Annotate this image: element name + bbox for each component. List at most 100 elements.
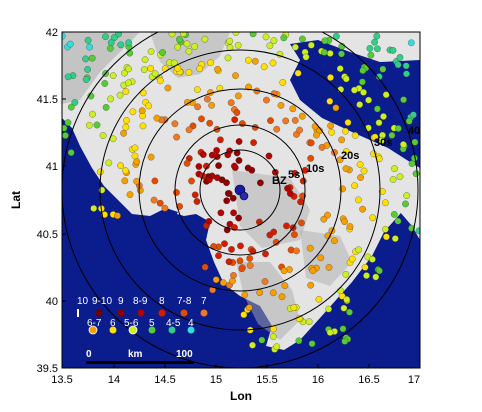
relief-shading	[62, 32, 140, 104]
x-axis-label: Lon	[230, 389, 252, 403]
y-ticks	[62, 31, 66, 369]
station-dot	[326, 50, 334, 57]
station-dot	[232, 72, 239, 79]
y-tick-label: 39.5	[37, 363, 58, 375]
station-dot	[86, 121, 93, 129]
station-dot	[215, 162, 222, 169]
ring-label: 5s	[288, 169, 300, 181]
station-dot	[107, 45, 114, 52]
station-dot	[246, 262, 254, 269]
station-dot	[258, 336, 266, 344]
station-dot	[410, 111, 417, 119]
station-dot	[131, 152, 139, 160]
station-dot	[125, 39, 133, 47]
station-dot	[145, 102, 153, 110]
travel-time-circles	[62, 32, 419, 368]
station-dot	[122, 167, 129, 175]
station-dot	[219, 279, 227, 287]
station-dot	[328, 128, 335, 136]
station-dot	[270, 37, 278, 45]
y-tick-label: 42	[46, 27, 58, 39]
station-dot	[382, 225, 389, 233]
legend-swatch	[168, 326, 176, 334]
station-dot	[235, 157, 243, 164]
legend-swatch	[148, 326, 156, 334]
station-dot	[290, 304, 298, 311]
legend-swatch	[109, 326, 117, 334]
station-dot	[171, 120, 179, 128]
station-dot	[150, 196, 158, 204]
station-dot	[212, 276, 220, 284]
legend-label: 5-6	[124, 318, 139, 329]
station-dot	[317, 254, 325, 262]
station-dot	[123, 117, 130, 124]
station-dot	[117, 162, 124, 169]
station-dot	[84, 36, 92, 44]
station-dot	[342, 75, 350, 83]
legend-swatch	[117, 309, 125, 317]
station-dot	[107, 39, 115, 46]
station-dot	[224, 190, 232, 197]
station-dot	[256, 218, 263, 226]
station-dot	[351, 86, 358, 94]
station-dot	[133, 158, 141, 165]
relief-shading	[236, 262, 300, 340]
station-dot	[125, 65, 132, 73]
station-dot	[359, 78, 366, 86]
station-dot	[371, 38, 378, 46]
station-dot	[251, 57, 259, 65]
station-dot	[84, 66, 91, 73]
station-dot	[140, 66, 148, 73]
station-dot	[360, 167, 368, 175]
station-dot	[235, 138, 243, 145]
y-tick-label: 41	[46, 161, 58, 173]
station-dot	[321, 37, 329, 45]
station-dot	[101, 80, 109, 87]
station-dot	[380, 113, 387, 120]
legend-label: 8	[159, 296, 165, 307]
station-dot	[365, 96, 372, 104]
circle-10s	[174, 124, 306, 256]
station-dot	[71, 99, 79, 106]
station-dot	[270, 228, 278, 236]
station-dot	[279, 79, 287, 86]
station-dot	[122, 123, 130, 131]
station-dot	[131, 144, 139, 152]
station-dot	[388, 131, 396, 139]
station-dot	[249, 247, 257, 255]
station-dot	[336, 65, 344, 72]
station-dot	[394, 217, 402, 225]
station-dot	[372, 273, 380, 281]
station-dot	[359, 67, 367, 74]
station-dot	[383, 233, 390, 241]
station-dot	[205, 218, 213, 225]
station-dot	[336, 156, 344, 164]
station-dot	[394, 61, 402, 69]
station-dot	[223, 197, 231, 205]
station-dot	[363, 272, 370, 279]
station-dot	[193, 198, 201, 205]
station-dot	[203, 162, 210, 170]
station-dot	[221, 240, 228, 248]
station-dot	[89, 110, 96, 118]
station-dot	[308, 340, 316, 348]
station-dot	[209, 286, 216, 294]
station-label: BZ	[272, 175, 287, 187]
station-dot	[374, 45, 381, 53]
station-dot	[230, 209, 237, 217]
station-dot	[168, 32, 176, 38]
station-dot	[233, 109, 241, 116]
station-dot	[234, 41, 242, 49]
station-dot	[295, 337, 303, 345]
station-dot	[356, 161, 364, 168]
station-dot	[261, 278, 269, 285]
station-dot	[213, 147, 220, 154]
station-dot	[245, 56, 252, 64]
station-dot	[199, 151, 207, 158]
station-dot	[194, 86, 201, 93]
station-dot	[337, 86, 345, 93]
station-dot	[355, 246, 362, 254]
legend-label: 7	[201, 296, 207, 307]
station-dot	[327, 74, 334, 81]
